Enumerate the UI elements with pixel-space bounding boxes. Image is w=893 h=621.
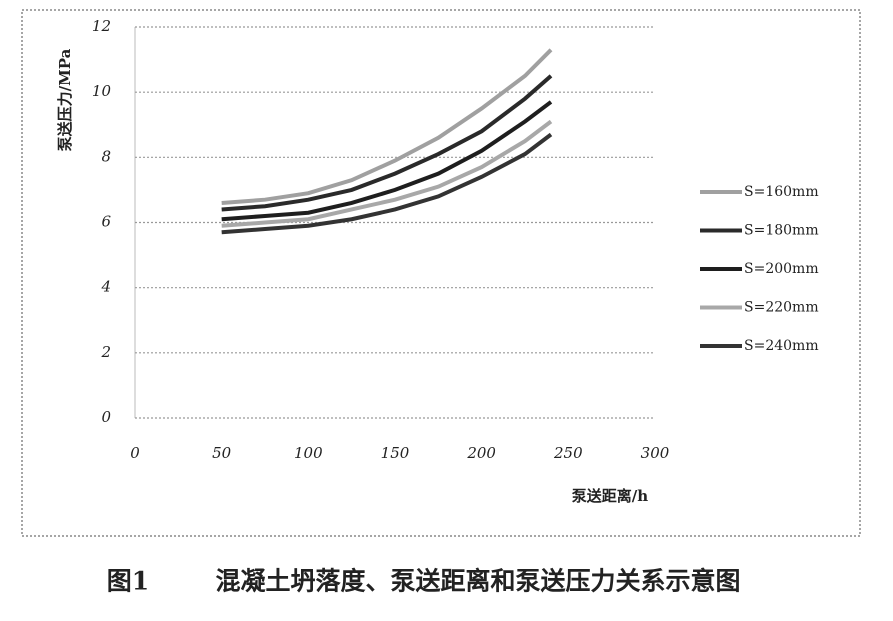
x-tick-label: 150 [381, 444, 410, 462]
y-axis-title: 泵送压力/MPa [56, 48, 74, 151]
y-tick-label: 10 [92, 82, 112, 100]
x-tick-label: 50 [212, 444, 232, 462]
y-tick-label: 12 [92, 17, 111, 35]
line [221, 100, 553, 222]
legend-label: S=160mm [744, 184, 819, 200]
caption-number: 图1 [107, 567, 149, 596]
line [221, 74, 553, 212]
line [221, 48, 553, 205]
x-axis-title: 泵送距离/h [572, 487, 648, 505]
line [221, 132, 553, 235]
x-tick-label: 200 [466, 444, 496, 462]
y-tick-label: 8 [101, 147, 111, 165]
line [221, 119, 553, 228]
legend-label: S=220mm [744, 300, 819, 316]
x-tick-label: 100 [294, 444, 323, 462]
y-tick-label: 0 [101, 408, 111, 426]
x-tick-label: 300 [641, 444, 670, 462]
legend-label: S=240mm [744, 338, 819, 354]
chart-border [21, 9, 861, 537]
caption: 混凝土坍落度、泵送距离和泵送压力关系示意图 [215, 567, 740, 596]
x-tick-label: 250 [553, 444, 583, 462]
y-tick-label: 4 [100, 278, 111, 296]
y-tick-label: 6 [101, 213, 111, 231]
x-tick-label: 0 [130, 444, 140, 462]
y-tick-label: 2 [100, 343, 111, 361]
legend-label: S=200mm [744, 261, 819, 277]
legend-label: S=180mm [744, 223, 819, 239]
